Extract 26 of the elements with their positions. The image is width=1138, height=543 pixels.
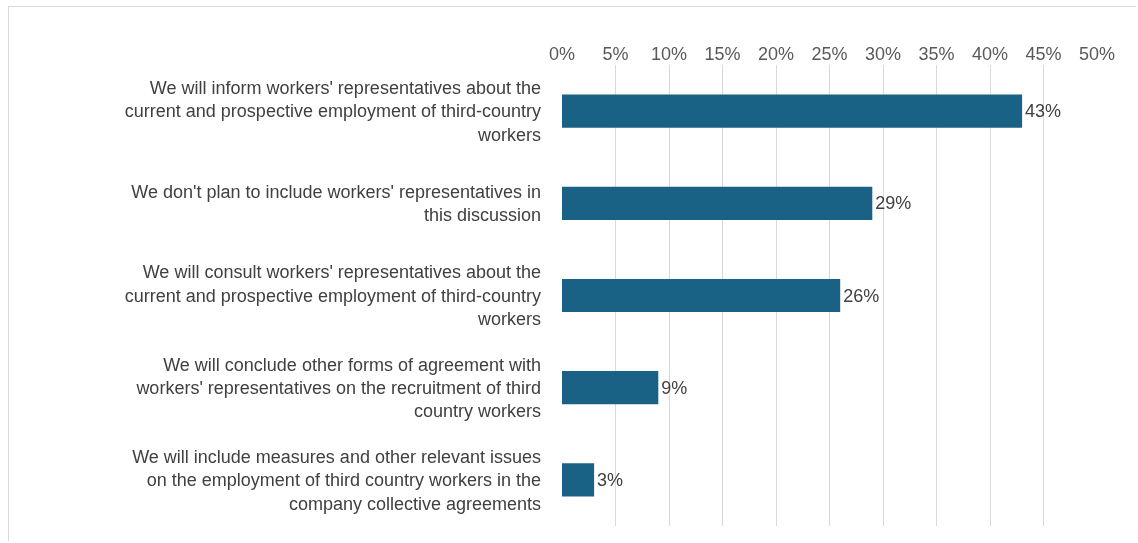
data-label: 3% — [597, 469, 624, 490]
data-label: 29% — [875, 193, 912, 214]
y-tick-label: We will conclude other forms of agreement with workers' representatives on the recruitment of third country workers — [135, 354, 541, 422]
data-label: 26% — [843, 285, 880, 306]
x-tick-label: 45% — [1025, 44, 1062, 65]
y-tick-label: We don't plan to include workers' representatives in this discussion — [131, 181, 541, 226]
x-tick-label: 15% — [704, 44, 741, 65]
x-tick-label: 30% — [864, 44, 902, 65]
x-tick-label: 25% — [811, 44, 848, 65]
bar — [562, 463, 595, 497]
bar — [562, 278, 841, 313]
y-tick-label: We will inform workers' representatives about the current and prospective employment of third-country workers — [124, 78, 541, 145]
x-tick-label: 5% — [602, 44, 629, 65]
x-tick-label: 10% — [650, 44, 688, 65]
bar — [562, 186, 873, 220]
x-tick-label: 0% — [548, 44, 576, 65]
x-tick-label: 35% — [918, 44, 955, 65]
data-label: 43% — [1025, 101, 1062, 122]
x-tick-label: 50% — [1078, 44, 1116, 65]
x-tick-label: 20% — [757, 44, 795, 65]
x-tick-label: 40% — [971, 44, 1009, 65]
bar — [562, 371, 659, 405]
y-tick-label: We will include measures and other relevant issues on the employment of third country workers in the company collective agreements — [132, 446, 541, 514]
y-tick-label: We will consult workers' representatives about the current and prospective employment of third-country workers — [124, 262, 541, 330]
bar — [562, 94, 1023, 128]
data-label: 9% — [661, 377, 688, 398]
